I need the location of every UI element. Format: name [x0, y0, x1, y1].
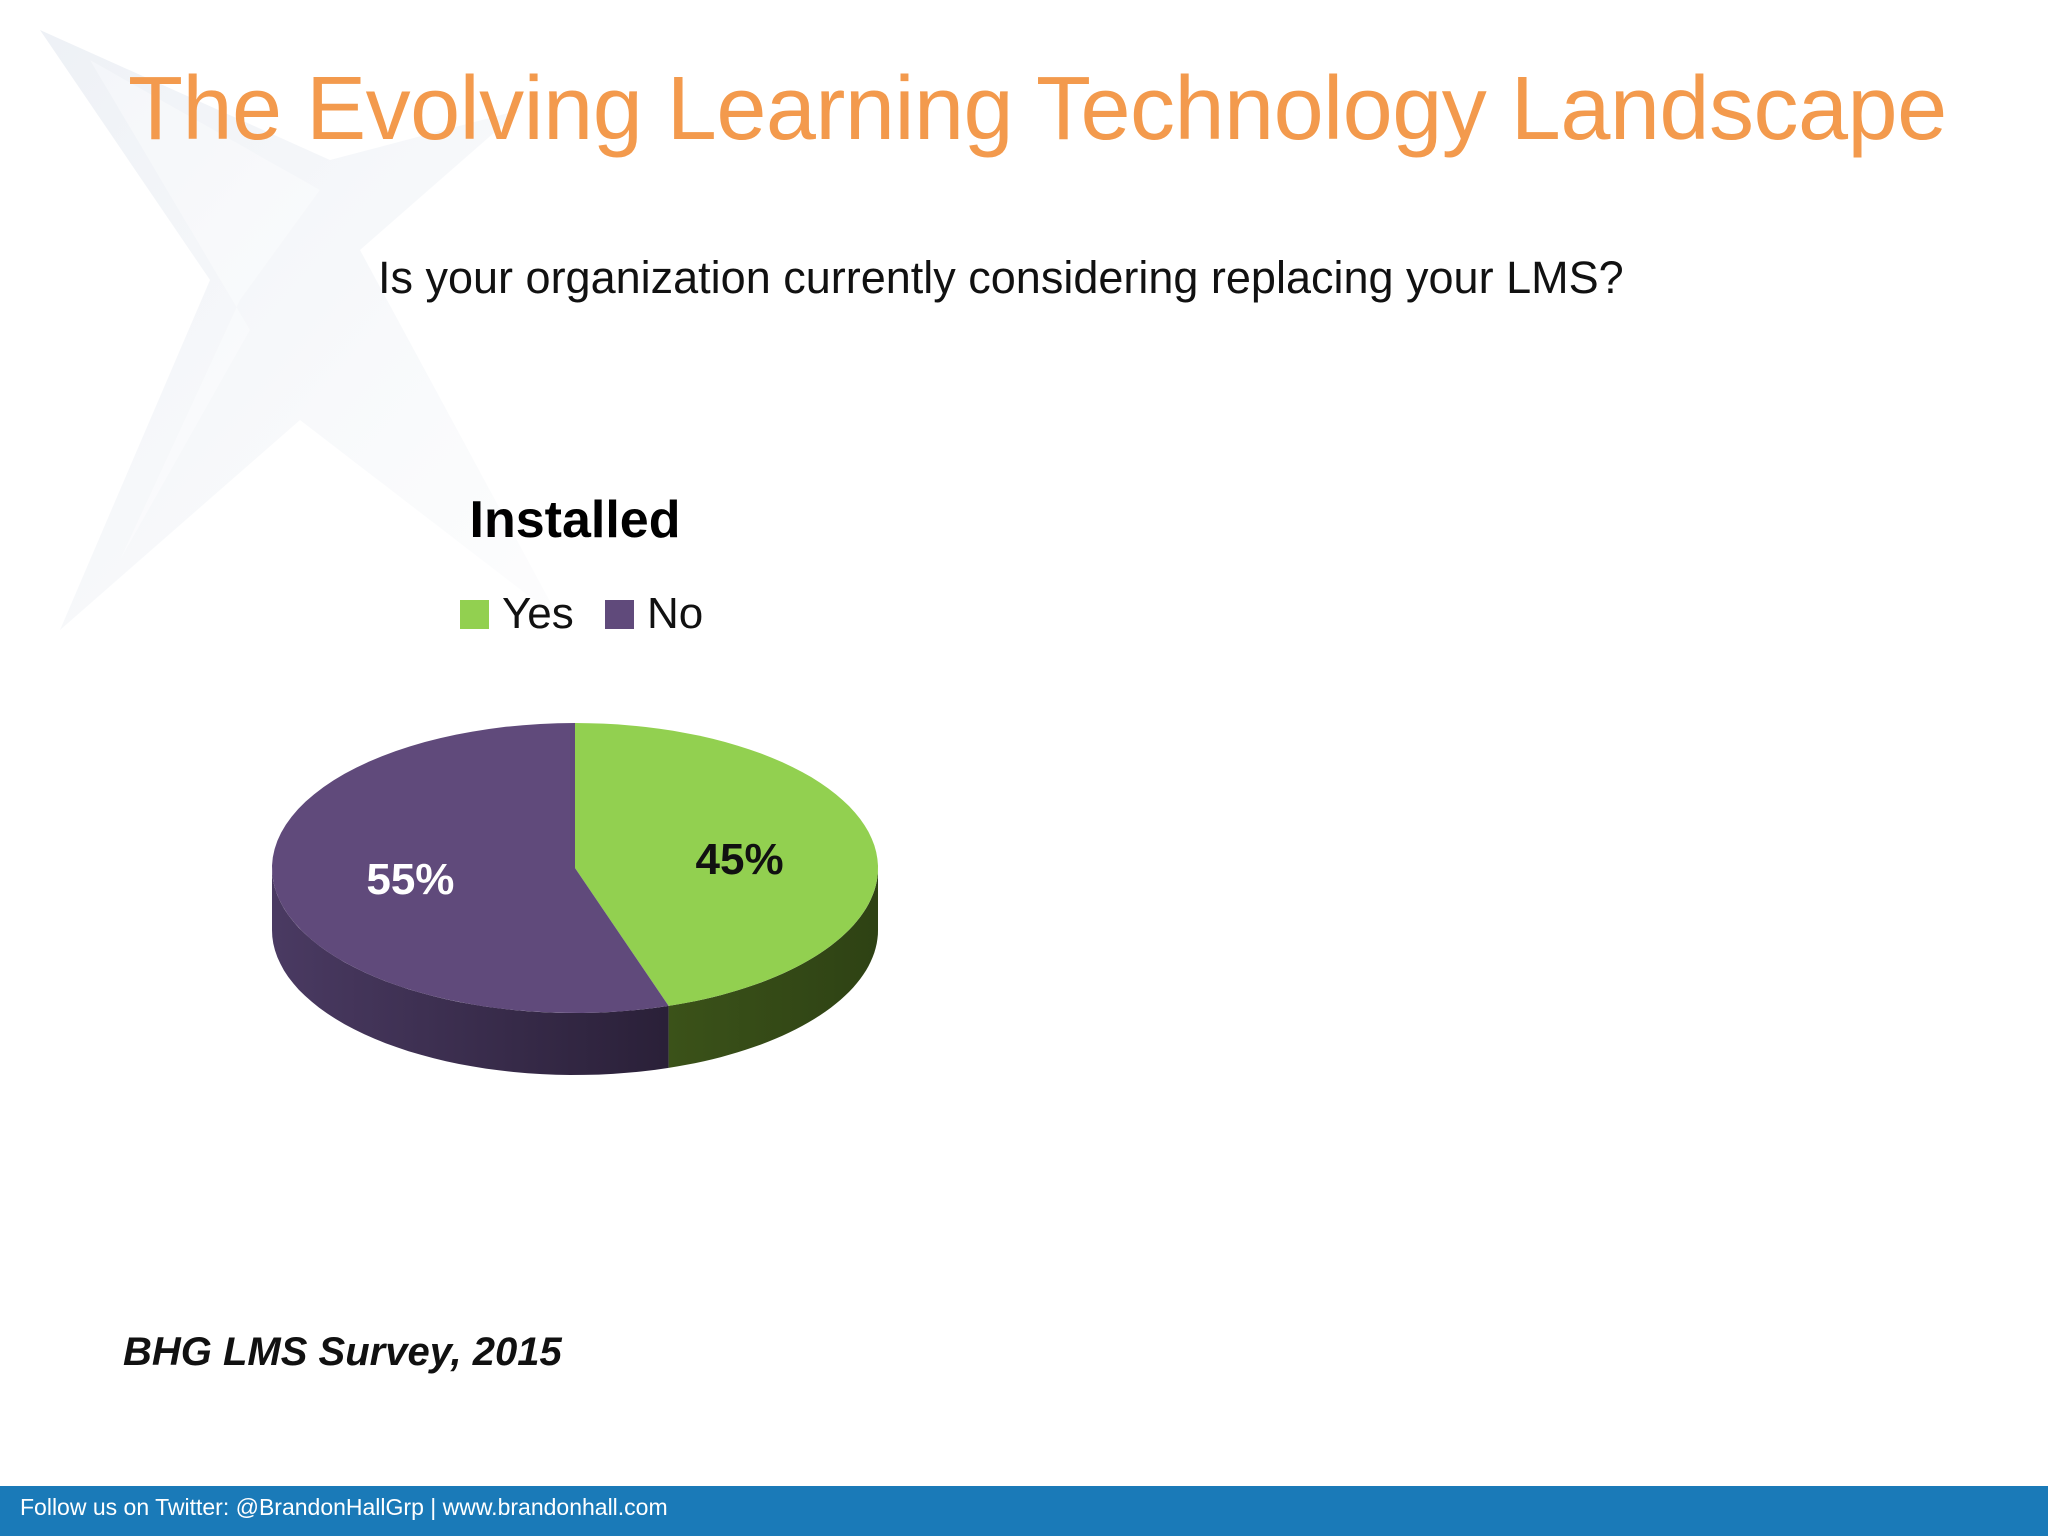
- legend-swatch-yes: [460, 600, 489, 629]
- background-logo-watermark: [40, 30, 560, 630]
- legend-label-no: No: [647, 589, 703, 638]
- data-label-no: 55%: [366, 855, 454, 904]
- legend-swatch-no: [605, 600, 634, 629]
- survey-question: Is your organization currently consideri…: [378, 252, 1624, 303]
- data-label-yes: 45%: [696, 835, 784, 884]
- pie-side-no: [272, 868, 669, 1075]
- pie-slice-no: [272, 723, 669, 1013]
- chart-title: Installed: [470, 491, 681, 549]
- pie-side-yes: [668, 868, 878, 1068]
- slide-title: The Evolving Learning Technology Landsca…: [128, 59, 1947, 159]
- source-citation: BHG LMS Survey, 2015: [123, 1330, 562, 1374]
- pie-slice-yes: [575, 723, 878, 1006]
- pie-slices: 45% 55%: [272, 723, 878, 1075]
- footer-text: Follow us on Twitter: @BrandonHallGrp | …: [20, 1494, 668, 1520]
- footer-bar: Follow us on Twitter: @BrandonHallGrp | …: [0, 1486, 2048, 1536]
- chart-legend: Yes No: [460, 589, 703, 638]
- legend-label-yes: Yes: [502, 589, 574, 638]
